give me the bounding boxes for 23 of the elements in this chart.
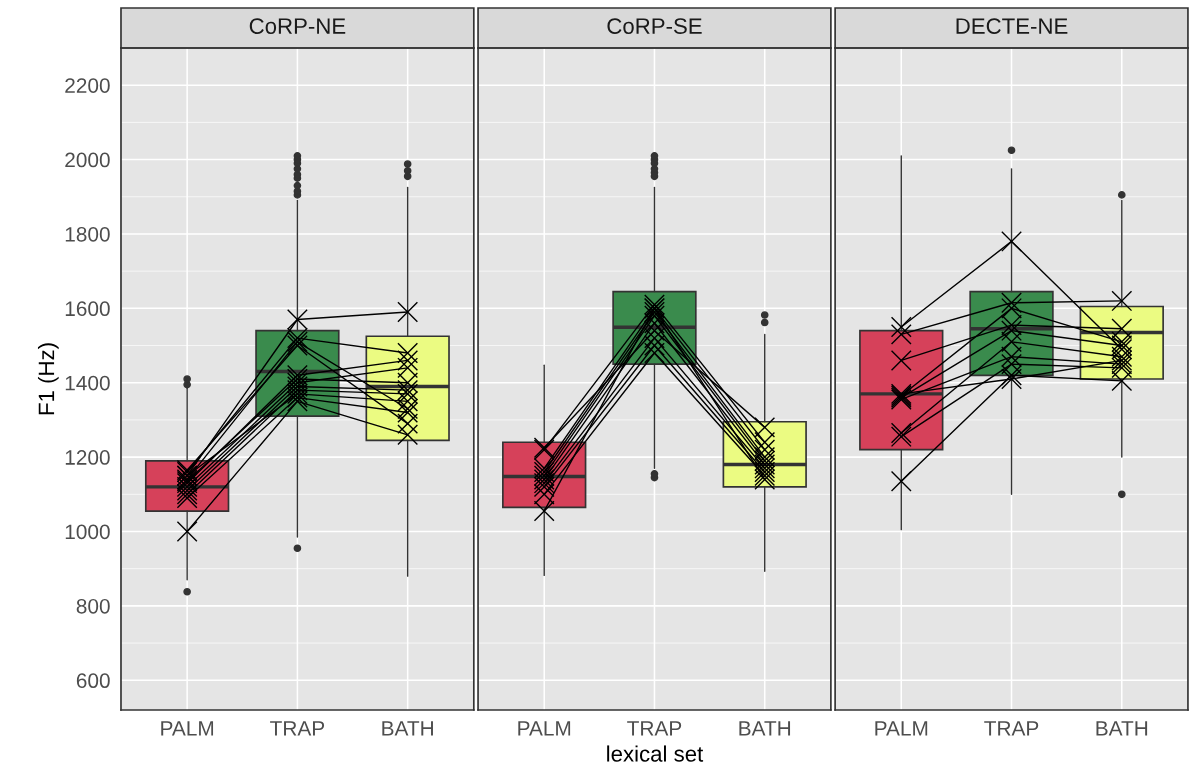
y-tick-label: 600	[76, 673, 110, 689]
chart-title: CoRP-NE	[249, 18, 346, 34]
x-tick-label: BATH	[739, 721, 791, 736]
x-axis-title: lexical set	[607, 745, 704, 762]
x-tick-label: BATH	[1096, 721, 1148, 736]
x-tick-label: TRAP	[270, 721, 325, 736]
y-tick-label: 1400	[65, 375, 110, 391]
chart-title: CoRP-SE	[607, 18, 702, 34]
y-tick-label: 1200	[65, 450, 110, 465]
y-tick-label: 2200	[65, 78, 110, 93]
y-tick-label: 1600	[65, 301, 110, 317]
y-tick-label: 2000	[65, 152, 110, 168]
x-tick-label: PALM	[161, 721, 214, 736]
y-axis-title: F1 (Hz)	[37, 343, 59, 415]
x-tick-label: PALM	[518, 721, 571, 736]
y-tick-label: 1800	[65, 226, 110, 242]
x-tick-label: TRAP	[627, 721, 682, 736]
x-tick-label: PALM	[875, 721, 928, 736]
y-tick-label: 800	[76, 598, 110, 614]
x-tick-label: BATH	[382, 721, 433, 736]
y-tick-label: 1000	[65, 524, 110, 540]
chart-title: DECTE-NE	[956, 18, 1068, 34]
x-tick-label: TRAP	[984, 721, 1039, 736]
